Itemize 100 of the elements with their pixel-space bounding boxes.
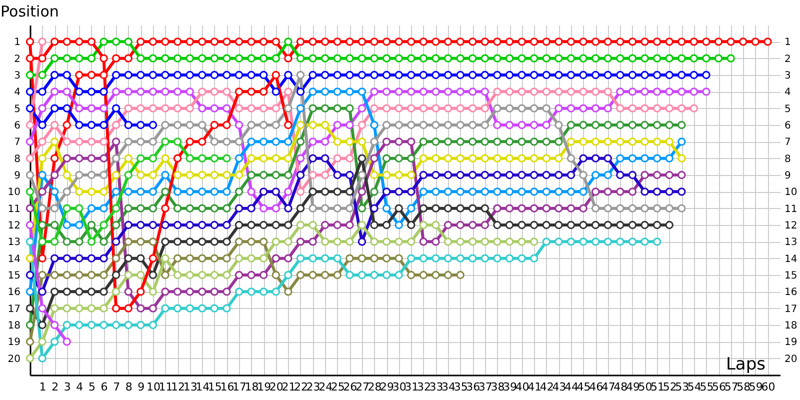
y-tick-label: 2 bbox=[14, 54, 20, 65]
x-tick-label: 19 bbox=[257, 380, 272, 394]
x-tick-label: 34 bbox=[442, 380, 456, 394]
y2-tick-label: 7 bbox=[784, 137, 791, 148]
x-tick-label: 4 bbox=[76, 380, 84, 394]
y-tick-label: 16 bbox=[8, 287, 20, 298]
x-tick-label: 5 bbox=[88, 380, 96, 394]
x-axis-title: Laps bbox=[726, 354, 766, 374]
x-tick-label: 9 bbox=[138, 380, 145, 394]
y-tick-label: 13 bbox=[8, 237, 20, 248]
x-tick-label: 54 bbox=[687, 380, 702, 394]
x-tick-label: 50 bbox=[638, 380, 652, 394]
x-tick-label: 59 bbox=[748, 380, 763, 394]
x-tick-label: 31 bbox=[404, 380, 419, 394]
x-tick-label: 22 bbox=[294, 380, 308, 394]
y2-tick-label: 14 bbox=[784, 254, 798, 265]
x-tick-label: 17 bbox=[232, 380, 247, 394]
x-tick-label: 25 bbox=[330, 380, 345, 394]
y2-tick-label: 16 bbox=[784, 287, 798, 298]
y-tick-label: 19 bbox=[8, 337, 20, 348]
y2-tick-label: 5 bbox=[784, 104, 791, 115]
y-tick-label: 5 bbox=[14, 104, 20, 115]
x-tick-label: 46 bbox=[589, 380, 604, 394]
x-tick-label: 42 bbox=[540, 380, 554, 394]
y2-tick-label: 15 bbox=[784, 270, 798, 282]
y2-tick-label: 3 bbox=[784, 70, 791, 82]
x-tick-label: 13 bbox=[183, 380, 198, 394]
x-tick-label: 16 bbox=[220, 380, 234, 394]
y2-tick-label: 4 bbox=[784, 87, 791, 98]
y2-tick-label: 9 bbox=[784, 170, 791, 182]
y2-tick-label: 18 bbox=[784, 320, 798, 332]
y-tick-label: 9 bbox=[14, 170, 20, 182]
x-tick-label: 47 bbox=[601, 380, 616, 394]
y-tick-label: 4 bbox=[14, 87, 20, 98]
y2-tick-label: 11 bbox=[784, 204, 798, 215]
x-tick-label: 40 bbox=[515, 380, 530, 394]
x-tick-label: 48 bbox=[614, 380, 628, 394]
x-tick-label: 30 bbox=[392, 380, 406, 394]
x-tick-label: 10 bbox=[146, 380, 160, 394]
x-tick-label: 3 bbox=[64, 380, 71, 394]
y2-tick-label: 10 bbox=[784, 187, 798, 198]
x-tick-label: 45 bbox=[576, 380, 591, 394]
x-tick-label: 37 bbox=[478, 380, 492, 394]
x-tick-label: 39 bbox=[503, 380, 518, 394]
y2-tick-label: 17 bbox=[784, 304, 798, 315]
y-tick-label: 20 bbox=[8, 354, 20, 365]
x-tick-label: 44 bbox=[564, 380, 578, 394]
y-tick-label: 18 bbox=[8, 320, 20, 332]
y2-tick-label: 8 bbox=[784, 154, 791, 165]
x-tick-label: 56 bbox=[712, 380, 726, 394]
x-tick-label: 24 bbox=[318, 380, 333, 394]
x-tick-label: 15 bbox=[208, 380, 222, 394]
y-tick-label: 3 bbox=[14, 70, 20, 82]
x-tick-label: 58 bbox=[736, 380, 751, 394]
x-tick-label: 23 bbox=[306, 380, 320, 394]
y2-tick-label: 20 bbox=[784, 354, 798, 365]
x-tick-label: 60 bbox=[761, 380, 776, 394]
x-tick-label: 26 bbox=[343, 380, 358, 394]
y-tick-label: 8 bbox=[14, 154, 20, 165]
x-tick-label: 33 bbox=[429, 380, 444, 394]
x-tick-label: 57 bbox=[724, 380, 738, 394]
x-tick-label: 29 bbox=[380, 380, 394, 394]
y2-tick-label: 19 bbox=[784, 337, 798, 348]
y2-tick-label: 12 bbox=[784, 220, 798, 232]
y2-tick-label: 13 bbox=[784, 237, 798, 248]
y2-tick-label: 6 bbox=[784, 120, 791, 132]
x-tick-label: 35 bbox=[454, 380, 468, 394]
x-tick-label: 53 bbox=[675, 380, 690, 394]
x-tick-label: 38 bbox=[490, 380, 505, 394]
x-tick-label: 36 bbox=[466, 380, 480, 394]
x-tick-label: 7 bbox=[113, 380, 120, 394]
x-tick-label: 11 bbox=[158, 380, 173, 394]
x-tick-label: 6 bbox=[100, 380, 108, 394]
x-tick-label: 43 bbox=[552, 380, 566, 394]
y-tick-label: 17 bbox=[8, 304, 20, 315]
y2-tick-label: 1 bbox=[784, 37, 791, 48]
x-tick-label: 28 bbox=[368, 380, 382, 394]
x-tick-label: 20 bbox=[269, 380, 284, 394]
x-tick-label: 2 bbox=[52, 380, 59, 394]
y-tick-label: 15 bbox=[8, 270, 20, 282]
x-tick-label: 8 bbox=[125, 380, 132, 394]
x-tick-label: 52 bbox=[662, 380, 677, 394]
y2-tick-label: 2 bbox=[784, 54, 791, 65]
x-tick-label: 32 bbox=[416, 380, 431, 394]
x-tick-label: 51 bbox=[650, 380, 665, 394]
x-tick-label: 49 bbox=[626, 380, 640, 394]
y-tick-label: 14 bbox=[8, 254, 20, 265]
y-tick-label: 12 bbox=[8, 220, 20, 232]
x-tick-label: 21 bbox=[282, 380, 296, 394]
x-tick-label: 41 bbox=[528, 380, 542, 394]
x-tick-label: 14 bbox=[196, 380, 210, 394]
y-tick-label: 6 bbox=[14, 120, 20, 132]
x-tick-label: 27 bbox=[355, 380, 370, 394]
y-tick-label: 11 bbox=[8, 204, 20, 215]
y-tick-label: 7 bbox=[14, 137, 20, 148]
y-tick-label: 10 bbox=[8, 187, 20, 198]
x-tick-label: 18 bbox=[244, 380, 259, 394]
y-axis-title: Position bbox=[0, 2, 59, 20]
x-tick-label: 55 bbox=[700, 380, 714, 394]
y-tick-label: 1 bbox=[14, 37, 20, 48]
